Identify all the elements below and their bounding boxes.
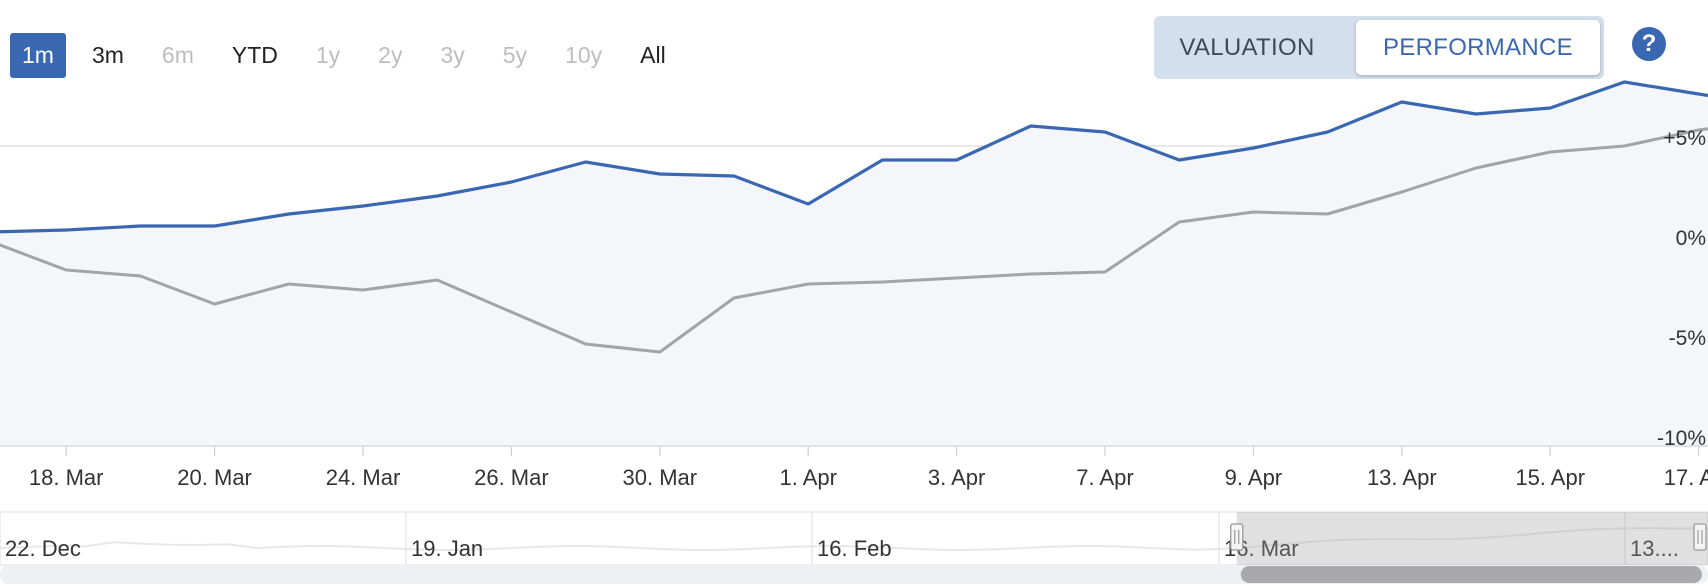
range-button-5y: 5y — [502, 42, 528, 68]
x-tick-label: 13. Apr — [1367, 465, 1437, 490]
series-area — [0, 82, 1708, 446]
help-icon[interactable]: ? — [1632, 27, 1666, 61]
range-button-3m[interactable]: 3m — [91, 42, 124, 68]
y-tick-label: 0% — [1676, 227, 1706, 250]
navigator-label: 22. Dec — [5, 536, 81, 561]
navigator-label: 19. Jan — [411, 536, 483, 561]
series-line-1 — [0, 80, 1708, 234]
navigator-handle-left[interactable] — [1230, 523, 1244, 551]
range-button-1y: 1y — [315, 42, 341, 68]
x-tick-label: 3. Apr — [928, 465, 985, 490]
range-button-10y: 10y — [565, 42, 603, 68]
x-tick-label: 30. Mar — [623, 465, 698, 490]
series-line-2 — [0, 127, 1708, 354]
navigator-handle-right[interactable] — [1693, 523, 1707, 551]
y-tick-label: -5% — [1669, 327, 1706, 350]
x-tick-label: 17. Apr — [1664, 465, 1708, 490]
range-button-1m[interactable]: 1m — [10, 33, 66, 78]
performance-button[interactable]: PERFORMANCE — [1356, 20, 1600, 75]
x-tick-label: 7. Apr — [1076, 465, 1133, 490]
x-tick-label: 18. Mar — [29, 465, 104, 490]
x-tick-label: 1. Apr — [779, 465, 836, 490]
x-tick-label: 26. Mar — [474, 465, 549, 490]
range-button-6m: 6m — [161, 42, 194, 68]
x-tick-label: 15. Apr — [1515, 465, 1585, 490]
view-toggle: VALUATION PERFORMANCE — [1154, 16, 1604, 79]
y-tick-label: -10% — [1657, 427, 1706, 450]
navigator-selection[interactable] — [1236, 512, 1708, 565]
range-button-all[interactable]: All — [640, 42, 666, 68]
navigator-series — [0, 527, 1708, 552]
y-tick-label: +5% — [1663, 127, 1706, 150]
navigator-label: 13.... — [1630, 536, 1679, 561]
navigator-label: 16. Feb — [817, 536, 892, 561]
range-button-ytd[interactable]: YTD — [231, 42, 278, 68]
range-button-2y: 2y — [378, 42, 403, 68]
x-tick-label: 20. Mar — [177, 465, 252, 490]
scrollbar-thumb[interactable] — [1240, 566, 1702, 583]
range-button-3y: 3y — [440, 42, 465, 68]
x-tick-label: 9. Apr — [1225, 465, 1282, 490]
range-selector: 1m 3m 6m YTD 1y 2y 3y 5y 10y All — [10, 33, 692, 78]
x-tick-label: 24. Mar — [326, 465, 401, 490]
valuation-button[interactable]: VALUATION — [1179, 34, 1315, 61]
